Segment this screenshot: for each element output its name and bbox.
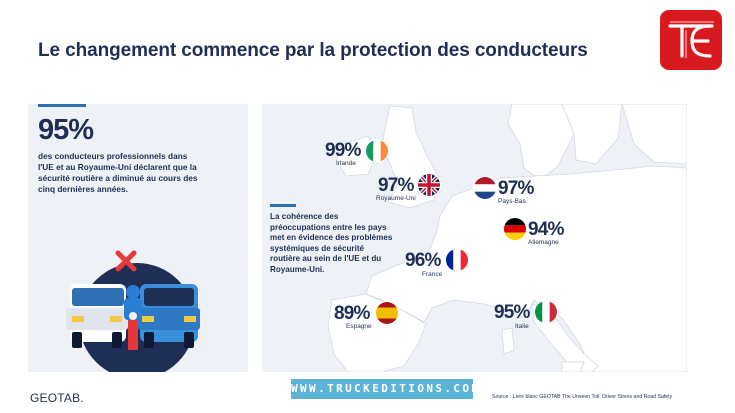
italy-flag-icon bbox=[535, 301, 557, 323]
netherlands-flag-icon bbox=[474, 177, 496, 199]
germany-label: Allemagne bbox=[528, 239, 559, 246]
callout-accent-bar bbox=[270, 204, 296, 207]
uk-label: Royaume-Uni bbox=[376, 195, 416, 202]
statistic-description: des conducteurs professionnels dans l'UE… bbox=[38, 151, 198, 194]
geotab-logo: GEOTAB. bbox=[30, 391, 84, 405]
europe-map bbox=[327, 104, 687, 372]
watermark-banner: WWW.TRUCKEDITIONS.COM bbox=[291, 379, 478, 399]
irlande-label: Irlande bbox=[336, 160, 356, 167]
truckeditions-logo bbox=[660, 10, 722, 70]
page-title: Le changement commence par la protection… bbox=[38, 40, 588, 61]
europe-map-panel bbox=[262, 104, 687, 372]
consistency-callout: La cohérence des préoccupations entre le… bbox=[270, 212, 393, 274]
irlande-flag-icon bbox=[366, 140, 388, 162]
uk-stat: 97% bbox=[378, 175, 414, 196]
accent-bar bbox=[38, 104, 86, 107]
spain-label: Espagne bbox=[346, 323, 372, 330]
italy-label: Italie bbox=[515, 323, 529, 330]
france-label: France bbox=[422, 271, 443, 278]
source-citation: Source : Livre blanc GEOTAB The Unseen T… bbox=[492, 394, 673, 400]
vans-collision-illustration bbox=[62, 246, 212, 372]
uk-flag-icon bbox=[418, 174, 440, 196]
france-stat: 96% bbox=[405, 250, 441, 271]
spain-flag-icon bbox=[376, 302, 398, 324]
italy-stat: 95% bbox=[494, 302, 530, 323]
irlande-stat: 99% bbox=[325, 140, 361, 161]
france-flag-icon bbox=[446, 249, 468, 271]
spain-stat: 89% bbox=[334, 303, 370, 324]
main-statistic: 95% bbox=[38, 114, 94, 146]
netherlands-label: Pays-Bas bbox=[498, 198, 526, 205]
germany-flag-icon bbox=[504, 218, 526, 240]
netherlands-stat: 97% bbox=[498, 178, 534, 199]
germany-stat: 94% bbox=[528, 219, 564, 240]
